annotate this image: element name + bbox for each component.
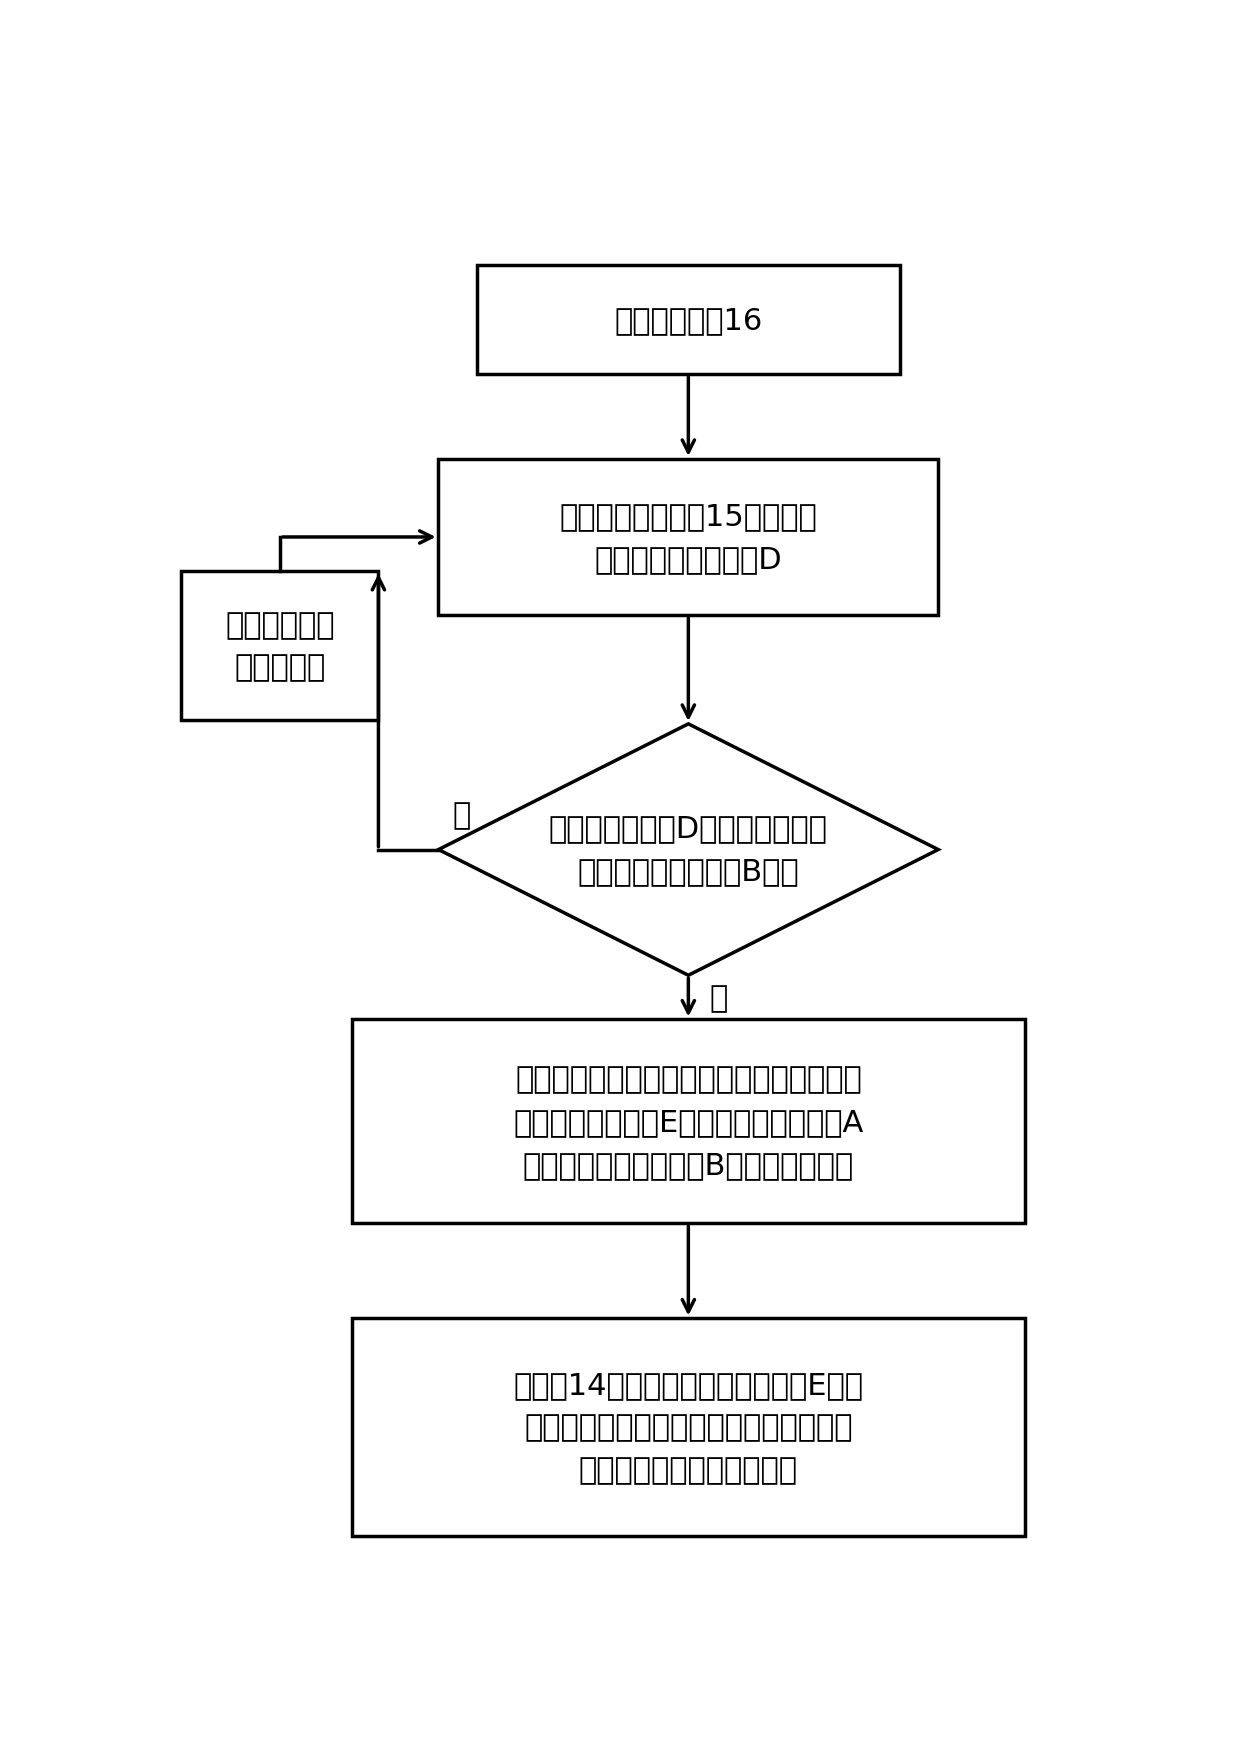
Text: 是: 是 (709, 983, 728, 1013)
Text: 按下置管开关16: 按下置管开关16 (614, 305, 763, 335)
Text: 否: 否 (453, 801, 471, 829)
Bar (477, 266, 900, 374)
Text: 控制器14控制该单元活动管架编号E的电
机正转将管架前移，医护人员放置完空管
后，管架自动后移回到原位: 控制器14控制该单元活动管架编号E的电 机正转将管架前移，医护人员放置完空管 后… (513, 1371, 863, 1485)
Bar (352, 1319, 1024, 1536)
Text: 系统自选一个空置的单元活动管架，并将该
单元活动管架编号E和患者腕带条码信息A
及采血管标签条码信息B绑定储存在一起: 系统自选一个空置的单元活动管架，并将该 单元活动管架编号E和患者腕带条码信息A … (513, 1064, 863, 1178)
Text: 采血管标签条码D是否存在于病区
采血管标签条码信息B中？: 采血管标签条码D是否存在于病区 采血管标签条码信息B中？ (549, 815, 828, 886)
Text: 红外条码读取模块15扫描读取
空管采血管标签条码D: 红外条码读取模块15扫描读取 空管采血管标签条码D (559, 501, 817, 573)
Polygon shape (439, 725, 939, 975)
Bar (181, 572, 378, 721)
Bar (352, 1020, 1024, 1224)
Bar (439, 460, 939, 616)
Text: 显示屏显示：
尚无该信息: 显示屏显示： 尚无该信息 (226, 610, 335, 683)
